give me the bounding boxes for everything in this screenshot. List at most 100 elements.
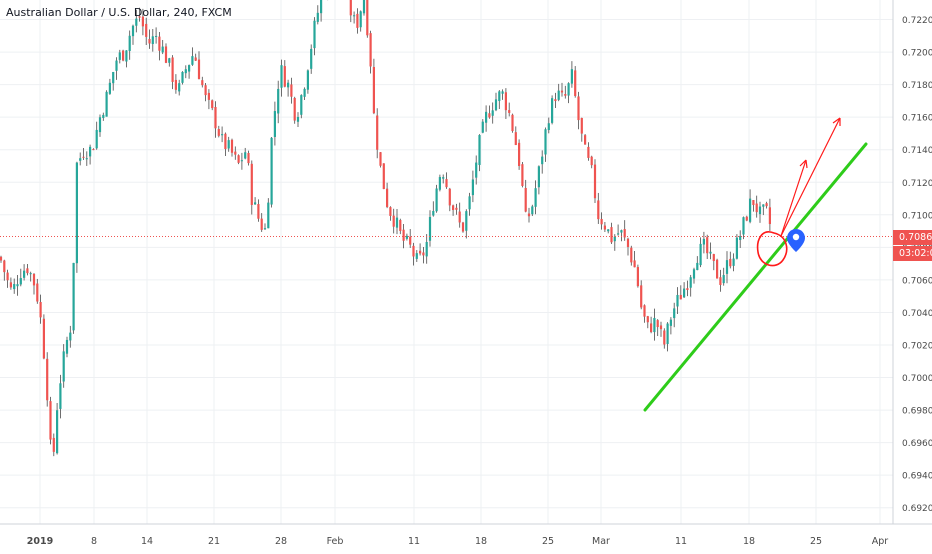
candle-body-up xyxy=(531,206,534,215)
candle-body-down xyxy=(646,316,649,323)
candle-body-down xyxy=(217,129,220,136)
candle-body-down xyxy=(643,305,646,317)
candle-body-down xyxy=(455,207,458,210)
candle-body-up xyxy=(498,91,501,102)
candle-body-up xyxy=(29,273,32,275)
candle-body-up xyxy=(702,238,705,245)
candle-body-up xyxy=(69,332,72,341)
candle-body-down xyxy=(768,207,771,225)
candle-body-up xyxy=(254,202,257,205)
candle-body-down xyxy=(564,94,567,96)
candle-body-up xyxy=(567,83,570,96)
candle-body-up xyxy=(442,177,445,179)
candle-body-up xyxy=(287,82,290,88)
candle-body-up xyxy=(16,284,19,287)
trendline xyxy=(643,142,868,412)
candle-body-down xyxy=(729,258,732,267)
candle-body-down xyxy=(145,23,148,37)
candle-body-down xyxy=(260,218,263,230)
candle-body-up xyxy=(570,69,573,84)
x-tick-label: Apr xyxy=(872,536,889,547)
candle-body-up xyxy=(23,270,26,278)
candle-body-up xyxy=(669,319,672,326)
candle-body-down xyxy=(603,225,606,230)
candle-body-up xyxy=(432,210,435,216)
highlight-circle xyxy=(756,231,788,267)
candle-body-down xyxy=(587,146,590,158)
candle-body-up xyxy=(244,152,247,159)
candle-body-down xyxy=(372,66,375,114)
candle-body-down xyxy=(650,323,653,333)
candle-body-up xyxy=(65,339,69,354)
candle-body-down xyxy=(32,273,36,286)
candle-body-down xyxy=(461,222,465,232)
candle-body-up xyxy=(108,82,111,94)
candle-body-up xyxy=(98,117,102,133)
candle-body-up xyxy=(118,52,121,60)
candle-body-up xyxy=(739,235,742,241)
candle-body-up xyxy=(362,0,366,14)
candle-body-up xyxy=(696,262,699,271)
candle-body-up xyxy=(310,48,313,69)
candle-body-down xyxy=(376,115,379,150)
arrow-long-head xyxy=(832,117,841,126)
candle-body-down xyxy=(626,238,630,247)
candle-body-down xyxy=(521,164,524,186)
candle-body-up xyxy=(666,323,669,344)
candle-body-down xyxy=(706,237,709,254)
candle-body-up xyxy=(240,160,243,162)
x-tick-label: 25 xyxy=(542,536,554,547)
arrow-short-head xyxy=(799,159,808,169)
x-tick-label: 18 xyxy=(475,536,487,547)
candle-body-down xyxy=(508,110,511,113)
candle-body-down xyxy=(399,219,402,231)
candle-body-up xyxy=(758,206,762,215)
candle-body-down xyxy=(590,156,593,166)
candle-body-up xyxy=(72,262,75,331)
candle-body-up xyxy=(709,251,712,254)
candle-body-down xyxy=(659,325,663,330)
candle-body-down xyxy=(237,155,240,163)
candle-body-up xyxy=(85,158,88,160)
candle-body-down xyxy=(712,254,715,262)
candle-body-up xyxy=(471,179,474,196)
candle-body-down xyxy=(445,179,448,188)
candle-body-up xyxy=(56,410,59,454)
candle-body-up xyxy=(59,383,62,409)
candle-body-up xyxy=(653,317,656,333)
candle-body-up xyxy=(725,260,729,274)
candle-body-down xyxy=(389,207,392,216)
candles xyxy=(0,0,771,457)
candle-body-up xyxy=(151,36,154,45)
candle-body-up xyxy=(551,98,554,123)
candle-body-down xyxy=(224,133,227,150)
candle-body-up xyxy=(607,229,610,232)
candle-body-up xyxy=(320,0,323,14)
candle-body-up xyxy=(353,15,356,17)
x-tick-label: 11 xyxy=(675,536,687,547)
candle-body-down xyxy=(194,57,197,61)
candle-body-up xyxy=(425,241,428,257)
candle-body-down xyxy=(640,285,643,308)
candle-body-down xyxy=(765,203,768,207)
candle-body-up xyxy=(359,11,362,28)
candle-body-down xyxy=(458,211,461,223)
candle-body-down xyxy=(412,245,415,257)
candle-body-up xyxy=(478,135,481,165)
candle-body-down xyxy=(42,318,45,359)
candle-body-down xyxy=(577,96,580,121)
x-tick-label: Mar xyxy=(592,536,610,547)
candle-body-down xyxy=(197,59,201,80)
candle-body-up xyxy=(732,258,735,266)
x-tick-label: Feb xyxy=(327,536,344,547)
arrow-long xyxy=(780,117,841,237)
candle-body-down xyxy=(409,236,412,245)
candle-body-up xyxy=(537,166,540,188)
candle-body-up xyxy=(102,114,105,118)
candle-body-down xyxy=(448,188,451,206)
